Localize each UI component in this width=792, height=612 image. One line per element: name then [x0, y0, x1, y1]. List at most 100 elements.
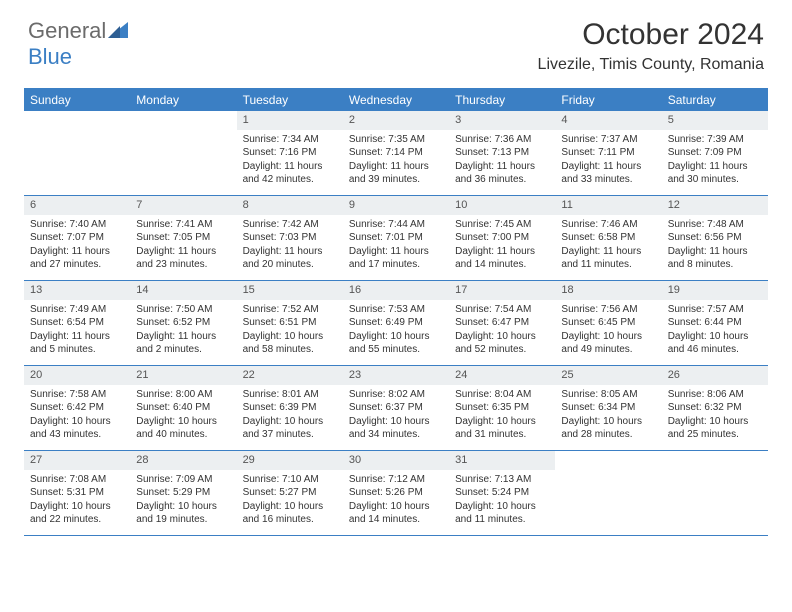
day-number: 19: [662, 281, 768, 300]
day-number: 10: [449, 196, 555, 215]
day-content: Sunrise: 7:12 AMSunset: 5:26 PMDaylight:…: [343, 470, 449, 531]
daylight-text: Daylight: 11 hours and 23 minutes.: [136, 245, 230, 272]
day-content: Sunrise: 7:40 AMSunset: 7:07 PMDaylight:…: [24, 215, 130, 276]
sunset-text: Sunset: 7:11 PM: [561, 146, 655, 160]
day-number: 14: [130, 281, 236, 300]
day-cell: 17Sunrise: 7:54 AMSunset: 6:47 PMDayligh…: [449, 281, 555, 365]
sunset-text: Sunset: 6:35 PM: [455, 401, 549, 415]
day-header: Saturday: [662, 89, 768, 111]
daylight-text: Daylight: 11 hours and 14 minutes.: [455, 245, 549, 272]
day-content: Sunrise: 7:34 AMSunset: 7:16 PMDaylight:…: [237, 130, 343, 191]
day-content: Sunrise: 7:54 AMSunset: 6:47 PMDaylight:…: [449, 300, 555, 361]
sunset-text: Sunset: 5:27 PM: [243, 486, 337, 500]
day-number: 12: [662, 196, 768, 215]
day-cell: 19Sunrise: 7:57 AMSunset: 6:44 PMDayligh…: [662, 281, 768, 365]
daylight-text: Daylight: 10 hours and 22 minutes.: [30, 500, 124, 527]
daylight-text: Daylight: 10 hours and 46 minutes.: [668, 330, 762, 357]
sunrise-text: Sunrise: 8:05 AM: [561, 388, 655, 402]
day-content: Sunrise: 7:42 AMSunset: 7:03 PMDaylight:…: [237, 215, 343, 276]
day-cell: 28Sunrise: 7:09 AMSunset: 5:29 PMDayligh…: [130, 451, 236, 535]
day-content: Sunrise: 8:00 AMSunset: 6:40 PMDaylight:…: [130, 385, 236, 446]
week-row: 1Sunrise: 7:34 AMSunset: 7:16 PMDaylight…: [24, 111, 768, 196]
day-content: Sunrise: 7:48 AMSunset: 6:56 PMDaylight:…: [662, 215, 768, 276]
day-number: 18: [555, 281, 661, 300]
sunrise-text: Sunrise: 7:39 AM: [668, 133, 762, 147]
sunrise-text: Sunrise: 7:54 AM: [455, 303, 549, 317]
day-number: 25: [555, 366, 661, 385]
sunset-text: Sunset: 5:29 PM: [136, 486, 230, 500]
day-content: Sunrise: 7:08 AMSunset: 5:31 PMDaylight:…: [24, 470, 130, 531]
week-row: 27Sunrise: 7:08 AMSunset: 5:31 PMDayligh…: [24, 451, 768, 536]
day-cell: 1Sunrise: 7:34 AMSunset: 7:16 PMDaylight…: [237, 111, 343, 195]
daylight-text: Daylight: 11 hours and 2 minutes.: [136, 330, 230, 357]
sunset-text: Sunset: 6:39 PM: [243, 401, 337, 415]
day-content: Sunrise: 7:36 AMSunset: 7:13 PMDaylight:…: [449, 130, 555, 191]
day-number: 27: [24, 451, 130, 470]
day-cell: 5Sunrise: 7:39 AMSunset: 7:09 PMDaylight…: [662, 111, 768, 195]
sunrise-text: Sunrise: 7:35 AM: [349, 133, 443, 147]
sunset-text: Sunset: 6:47 PM: [455, 316, 549, 330]
daylight-text: Daylight: 10 hours and 49 minutes.: [561, 330, 655, 357]
day-number: 4: [555, 111, 661, 130]
day-content: Sunrise: 7:35 AMSunset: 7:14 PMDaylight:…: [343, 130, 449, 191]
day-cell: 27Sunrise: 7:08 AMSunset: 5:31 PMDayligh…: [24, 451, 130, 535]
day-content: Sunrise: 7:53 AMSunset: 6:49 PMDaylight:…: [343, 300, 449, 361]
sunrise-text: Sunrise: 7:12 AM: [349, 473, 443, 487]
day-content: Sunrise: 7:39 AMSunset: 7:09 PMDaylight:…: [662, 130, 768, 191]
sunset-text: Sunset: 7:09 PM: [668, 146, 762, 160]
day-cell: 6Sunrise: 7:40 AMSunset: 7:07 PMDaylight…: [24, 196, 130, 280]
title-block: October 2024 Livezile, Timis County, Rom…: [538, 18, 764, 74]
daylight-text: Daylight: 10 hours and 25 minutes.: [668, 415, 762, 442]
daylight-text: Daylight: 11 hours and 11 minutes.: [561, 245, 655, 272]
sunrise-text: Sunrise: 7:09 AM: [136, 473, 230, 487]
day-cell: 2Sunrise: 7:35 AMSunset: 7:14 PMDaylight…: [343, 111, 449, 195]
day-number: 24: [449, 366, 555, 385]
sunrise-text: Sunrise: 7:46 AM: [561, 218, 655, 232]
daylight-text: Daylight: 10 hours and 11 minutes.: [455, 500, 549, 527]
day-content: Sunrise: 7:44 AMSunset: 7:01 PMDaylight:…: [343, 215, 449, 276]
daylight-text: Daylight: 11 hours and 30 minutes.: [668, 160, 762, 187]
day-cell: 30Sunrise: 7:12 AMSunset: 5:26 PMDayligh…: [343, 451, 449, 535]
weeks-container: 1Sunrise: 7:34 AMSunset: 7:16 PMDaylight…: [24, 111, 768, 536]
sunset-text: Sunset: 7:13 PM: [455, 146, 549, 160]
sunset-text: Sunset: 6:51 PM: [243, 316, 337, 330]
daylight-text: Daylight: 11 hours and 27 minutes.: [30, 245, 124, 272]
sunset-text: Sunset: 6:37 PM: [349, 401, 443, 415]
sunrise-text: Sunrise: 7:36 AM: [455, 133, 549, 147]
daylight-text: Daylight: 10 hours and 31 minutes.: [455, 415, 549, 442]
daylight-text: Daylight: 10 hours and 28 minutes.: [561, 415, 655, 442]
day-cell: 3Sunrise: 7:36 AMSunset: 7:13 PMDaylight…: [449, 111, 555, 195]
sunrise-text: Sunrise: 7:58 AM: [30, 388, 124, 402]
day-number: 8: [237, 196, 343, 215]
sunrise-text: Sunrise: 8:02 AM: [349, 388, 443, 402]
day-cell: 12Sunrise: 7:48 AMSunset: 6:56 PMDayligh…: [662, 196, 768, 280]
sunset-text: Sunset: 6:49 PM: [349, 316, 443, 330]
sunset-text: Sunset: 5:31 PM: [30, 486, 124, 500]
day-cell: 13Sunrise: 7:49 AMSunset: 6:54 PMDayligh…: [24, 281, 130, 365]
day-header: Wednesday: [343, 89, 449, 111]
month-title: October 2024: [538, 18, 764, 52]
sunrise-text: Sunrise: 7:41 AM: [136, 218, 230, 232]
week-row: 6Sunrise: 7:40 AMSunset: 7:07 PMDaylight…: [24, 196, 768, 281]
sunrise-text: Sunrise: 7:13 AM: [455, 473, 549, 487]
header: General October 2024 Livezile, Timis Cou…: [0, 0, 792, 80]
daylight-text: Daylight: 10 hours and 19 minutes.: [136, 500, 230, 527]
sunset-text: Sunset: 7:07 PM: [30, 231, 124, 245]
day-header: Thursday: [449, 89, 555, 111]
day-header: Sunday: [24, 89, 130, 111]
day-content: Sunrise: 8:02 AMSunset: 6:37 PMDaylight:…: [343, 385, 449, 446]
sunset-text: Sunset: 6:34 PM: [561, 401, 655, 415]
day-number: 22: [237, 366, 343, 385]
daylight-text: Daylight: 10 hours and 14 minutes.: [349, 500, 443, 527]
day-content: Sunrise: 7:52 AMSunset: 6:51 PMDaylight:…: [237, 300, 343, 361]
sunrise-text: Sunrise: 7:56 AM: [561, 303, 655, 317]
day-cell: [555, 451, 661, 535]
day-content: Sunrise: 8:04 AMSunset: 6:35 PMDaylight:…: [449, 385, 555, 446]
day-content: Sunrise: 7:56 AMSunset: 6:45 PMDaylight:…: [555, 300, 661, 361]
logo-word-2: Blue: [28, 44, 72, 70]
sunset-text: Sunset: 7:16 PM: [243, 146, 337, 160]
sunset-text: Sunset: 7:03 PM: [243, 231, 337, 245]
day-number: 21: [130, 366, 236, 385]
day-content: Sunrise: 8:05 AMSunset: 6:34 PMDaylight:…: [555, 385, 661, 446]
logo: General: [28, 18, 128, 44]
